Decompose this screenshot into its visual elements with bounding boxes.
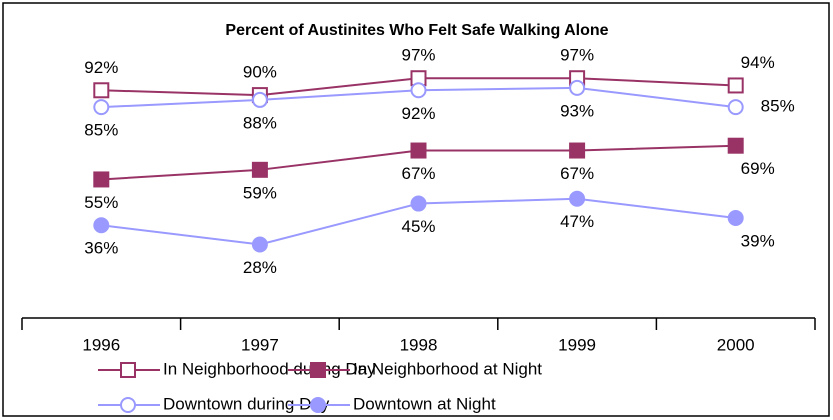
data-label: 67%: [560, 164, 594, 183]
data-label: 93%: [560, 101, 594, 120]
legend-marker: [310, 362, 326, 378]
data-label: 28%: [243, 258, 277, 277]
data-point: [727, 99, 744, 116]
legend-marker: [120, 362, 136, 378]
data-point: [727, 210, 744, 227]
data-label: 94%: [741, 53, 775, 72]
data-point: [410, 195, 427, 212]
data-point: [410, 142, 427, 159]
data-point: [251, 236, 268, 253]
chart-title: Percent of Austinites Who Felt Safe Walk…: [225, 22, 608, 39]
data-point: [727, 137, 744, 154]
data-label: 90%: [243, 63, 277, 82]
data-label: 97%: [560, 46, 594, 65]
data-label: 85%: [761, 97, 795, 116]
x-tick-label: 1999: [558, 335, 596, 354]
data-point: [251, 161, 268, 178]
data-point: [251, 91, 268, 108]
data-label: 97%: [401, 46, 435, 65]
data-point: [93, 217, 110, 234]
data-point: [569, 190, 586, 207]
x-tick-label: 1998: [400, 335, 438, 354]
x-tick-label: 2000: [717, 335, 755, 354]
legend-marker: [310, 397, 326, 413]
legend-label: In Neighborhood at Night: [353, 359, 542, 378]
legend-label: Downtown during Day: [163, 394, 330, 413]
data-label: 39%: [741, 231, 775, 250]
data-label: 55%: [84, 193, 118, 212]
data-point: [93, 171, 110, 188]
data-point: [569, 79, 586, 96]
data-point: [569, 142, 586, 159]
legend-label: Downtown at Night: [353, 394, 496, 413]
data-label: 92%: [401, 104, 435, 123]
data-label: 59%: [243, 183, 277, 202]
data-label: 47%: [560, 212, 594, 231]
x-tick-label: 1997: [241, 335, 279, 354]
legend-marker: [120, 397, 136, 413]
data-point: [727, 77, 744, 94]
data-label: 45%: [401, 217, 435, 236]
x-tick-label: 1996: [82, 335, 120, 354]
data-label: 67%: [401, 164, 435, 183]
legend-label: In Neighborhood during Day: [163, 359, 376, 378]
data-label: 69%: [741, 159, 775, 178]
data-point: [93, 99, 110, 116]
data-point: [93, 82, 110, 99]
data-label: 88%: [243, 113, 277, 132]
data-point: [410, 82, 427, 99]
data-label: 92%: [84, 58, 118, 77]
data-label: 36%: [84, 239, 118, 258]
data-label: 85%: [84, 121, 118, 140]
